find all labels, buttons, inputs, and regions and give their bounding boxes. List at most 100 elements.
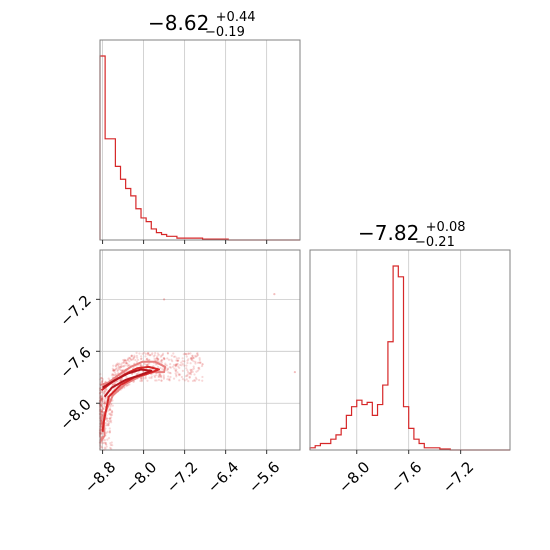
scatter-point xyxy=(156,359,160,362)
scatter-point xyxy=(100,400,104,403)
scatter-point xyxy=(162,377,166,380)
scatter-point xyxy=(102,441,106,444)
scatter-point xyxy=(101,431,104,434)
scatter-point xyxy=(133,355,136,359)
scatter-point xyxy=(146,352,149,355)
scatter-point xyxy=(126,358,129,362)
scatter-point xyxy=(125,361,128,365)
scatter-point xyxy=(169,375,172,379)
scatter-point xyxy=(100,404,103,407)
scatter-point xyxy=(112,373,116,377)
scatter-point xyxy=(198,361,201,364)
scatter-point xyxy=(182,353,185,356)
scatter-point xyxy=(100,421,103,425)
scatter-point xyxy=(190,369,193,372)
scatter-point xyxy=(106,430,109,433)
scatter-point xyxy=(189,368,192,371)
scatter-point xyxy=(172,352,175,355)
scatter-point xyxy=(111,383,115,386)
scatter-point xyxy=(112,369,115,372)
scatter-point xyxy=(167,371,170,374)
scatter-point xyxy=(190,370,193,373)
scatter-point xyxy=(118,367,121,370)
scatter-point xyxy=(156,352,159,355)
scatter-point xyxy=(102,392,106,395)
scatter-point xyxy=(181,360,184,363)
scatter-point xyxy=(128,360,131,363)
scatter-point xyxy=(156,355,159,358)
scatter-point xyxy=(112,369,116,372)
scatter-point xyxy=(100,426,103,429)
scatter-point xyxy=(168,377,171,380)
scatter-point xyxy=(103,438,107,442)
scatter-point xyxy=(109,413,112,416)
scatter-point xyxy=(116,369,119,373)
scatter-point xyxy=(105,417,109,420)
scatter-point xyxy=(165,364,168,367)
scatter-point xyxy=(134,358,137,362)
scatter-point xyxy=(186,371,190,374)
panel-bottom-left-frame xyxy=(99,249,301,451)
scatter-point xyxy=(186,369,189,372)
scatter-point xyxy=(163,357,166,361)
scatter-point xyxy=(187,380,190,383)
scatter-point xyxy=(108,429,112,433)
scatter-point xyxy=(184,375,188,378)
scatter-point xyxy=(141,352,144,355)
scatter-point xyxy=(155,379,158,382)
scatter-point xyxy=(110,410,114,413)
scatter-point xyxy=(135,360,139,363)
scatter-point xyxy=(171,365,175,368)
scatter-point xyxy=(128,357,131,360)
scatter-point xyxy=(185,353,188,356)
scatter-point xyxy=(119,378,122,381)
scatter-point xyxy=(165,369,169,372)
scatter-point xyxy=(178,374,181,377)
scatter-point xyxy=(104,443,107,446)
scatter-point xyxy=(102,407,105,411)
scatter-point xyxy=(119,368,122,371)
scatter-point xyxy=(109,405,112,408)
scatter-point xyxy=(104,396,107,399)
scatter-point xyxy=(190,358,194,362)
scatter-point xyxy=(174,369,177,373)
scatter-point xyxy=(169,366,173,369)
scatter-point xyxy=(181,357,184,360)
scatter-point xyxy=(162,376,165,379)
scatter-point xyxy=(121,362,124,365)
scatter-point xyxy=(100,421,104,424)
scatter-point xyxy=(108,427,111,430)
scatter-point xyxy=(101,396,104,400)
scatter-point xyxy=(154,379,157,382)
scatter-point xyxy=(201,363,204,366)
scatter-point xyxy=(122,365,125,368)
scatter-point xyxy=(126,362,129,365)
scatter-point xyxy=(135,351,138,354)
scatter-point xyxy=(187,352,190,355)
scatter-point xyxy=(176,359,179,362)
scatter-point xyxy=(108,417,112,420)
scatter-point xyxy=(132,356,135,359)
scatter-point xyxy=(186,374,189,377)
scatter-point xyxy=(122,361,125,364)
scatter-point xyxy=(100,411,103,414)
scatter-point xyxy=(139,357,143,361)
scatter-point xyxy=(195,354,199,358)
scatter-point xyxy=(107,437,111,440)
scatter-point xyxy=(198,368,201,371)
panel-bottom-right-title-minus: −0.21 xyxy=(415,235,455,250)
scatter-point xyxy=(107,420,110,423)
scatter-point xyxy=(176,362,179,365)
scatter-point xyxy=(194,354,197,357)
scatter-point xyxy=(113,371,116,374)
scatter-point xyxy=(191,356,194,359)
scatter-point xyxy=(189,357,192,360)
scatter-point xyxy=(191,354,194,358)
scatter-point xyxy=(196,351,199,355)
scatter-point xyxy=(109,408,112,411)
scatter-point xyxy=(162,356,165,360)
scatter-point xyxy=(148,376,151,379)
scatter-point xyxy=(112,382,115,386)
scatter-point xyxy=(106,438,109,441)
panel-bottom-right-frame xyxy=(309,249,511,451)
